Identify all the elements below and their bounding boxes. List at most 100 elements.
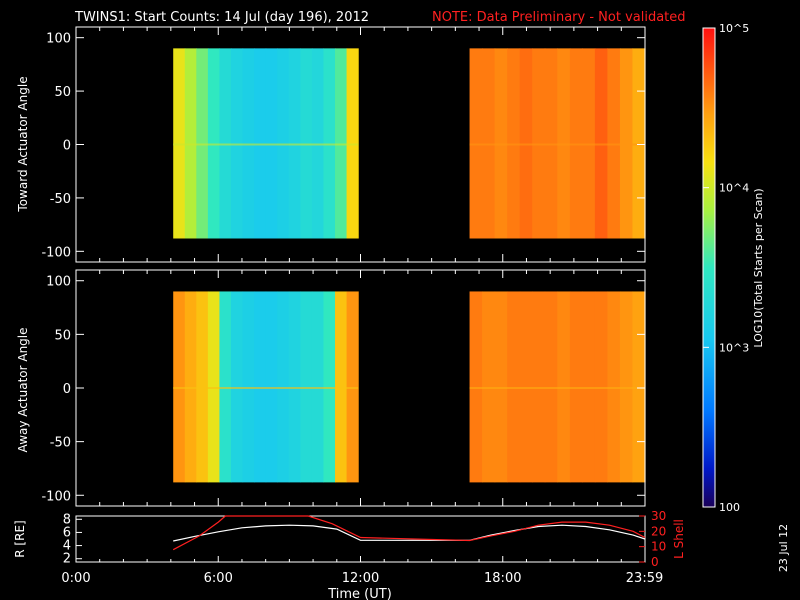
- heatmap-cell: [312, 48, 324, 238]
- heatmap-cell: [335, 48, 347, 238]
- heatmap-cell: [219, 48, 231, 238]
- heatmap-cell: [254, 291, 266, 482]
- heatmap-cell: [231, 48, 243, 238]
- l-shell-tick-label: 0: [651, 555, 659, 569]
- heatmap-cell: [507, 48, 520, 238]
- x-tick-label: 6:00: [204, 571, 233, 586]
- x-tick-label: 18:00: [484, 571, 521, 586]
- l-shell-tick-label: 10: [651, 540, 666, 554]
- heatmap-cell: [620, 291, 633, 482]
- heatmap-cell: [545, 291, 558, 482]
- colorbar: 10^5 10^4 10^3 100 LOG10(Total Starts per S…: [703, 22, 765, 514]
- heatmap-cell: [607, 291, 620, 482]
- heatmap-cell: [208, 48, 220, 238]
- radius-axis-label: R [RE]: [13, 520, 27, 557]
- colorbar-tick-label: 100: [719, 501, 740, 514]
- heatmap-cell: [532, 48, 545, 238]
- heatmap-cell: [532, 291, 545, 482]
- heatmap-cell: [196, 48, 208, 238]
- heatmap-cell: [185, 291, 197, 482]
- x-tick-label: 23:59: [626, 571, 663, 586]
- heatmap-cell: [300, 48, 312, 238]
- heatmap-cell: [495, 48, 508, 238]
- toward-y-axis-label: Toward Actuator Angle: [16, 76, 30, 212]
- heatmap-cell: [266, 48, 278, 238]
- heatmap-cell: [323, 291, 335, 482]
- heatmap-cell: [347, 48, 359, 238]
- heatmap-cell: [277, 48, 289, 238]
- r-tick-label: 8: [63, 512, 71, 527]
- heatmap-cell: [243, 48, 255, 238]
- heatmap-cell: [570, 291, 583, 482]
- heatmap-cell: [243, 291, 255, 482]
- r-tick-label: 2: [63, 552, 71, 567]
- l-shell-tick-label: 20: [651, 524, 666, 538]
- y-tick-label: 0: [63, 382, 71, 397]
- y-tick-label: -100: [41, 489, 71, 504]
- x-axis-label: Time (UT): [327, 587, 392, 600]
- colorbar-tick-label: 10^5: [719, 22, 749, 35]
- r-tick-label: 6: [63, 525, 71, 540]
- heatmap-cell: [607, 48, 620, 238]
- heatmap-cell: [347, 291, 359, 482]
- heatmap-cell: [300, 291, 312, 482]
- r-tick-label: 4: [63, 539, 71, 554]
- heatmap-cell: [520, 48, 533, 238]
- y-tick-label: -50: [50, 436, 71, 451]
- heatmap-cell: [482, 48, 495, 238]
- heatmap-cell: [266, 291, 278, 482]
- y-tick-label: -100: [41, 245, 71, 260]
- heatmap-cell: [173, 291, 185, 482]
- heatmap-cell: [582, 291, 595, 482]
- heatmap-cell: [196, 291, 208, 482]
- heatmap-cell: [470, 291, 483, 482]
- y-tick-label: 50: [54, 328, 71, 343]
- colorbar-gradient: [703, 28, 715, 507]
- l-shell-line: [173, 516, 645, 550]
- toward-panel: 100 50 0 -50 -100 Toward Actuator Angle: [16, 27, 646, 262]
- heatmap-cell: [557, 291, 570, 482]
- l-shell-axis-label: L Shell: [672, 519, 686, 559]
- heatmap-cell: [173, 48, 185, 238]
- x-tick-label: 12:00: [342, 571, 379, 586]
- heatmap-cell: [557, 48, 570, 238]
- heatmap-cell: [335, 291, 347, 482]
- y-tick-label: 0: [63, 139, 71, 154]
- heatmap-cell: [520, 291, 533, 482]
- heatmap-cell: [231, 291, 243, 482]
- x-tick-label: 0:00: [61, 571, 90, 586]
- heatmap-cell: [219, 291, 231, 482]
- heatmap-cell: [632, 291, 645, 482]
- preliminary-note: NOTE: Data Preliminary - Not validated: [432, 10, 686, 25]
- heatmap-cell: [632, 48, 645, 238]
- heatmap-cell: [582, 48, 595, 238]
- away-y-axis-label: Away Actuator Angle: [16, 327, 30, 452]
- heatmap-cell: [507, 291, 520, 482]
- heatmap-cell: [545, 48, 558, 238]
- heatmap-cell: [495, 291, 508, 482]
- heatmap-cell: [595, 291, 608, 482]
- heatmap-cell: [482, 291, 495, 482]
- heatmap-cell: [185, 48, 197, 238]
- heatmap-cell: [277, 291, 289, 482]
- y-tick-label: 100: [46, 32, 71, 47]
- colorbar-tick-label: 10^3: [719, 341, 749, 354]
- chart-title: TWINS1: Start Counts: 14 Jul (day 196), …: [74, 10, 369, 25]
- heatmap-cell: [595, 48, 608, 238]
- heatmap-cell: [289, 291, 301, 482]
- y-tick-label: -50: [50, 192, 71, 207]
- heatmap-cell: [312, 291, 324, 482]
- heatmap-cell: [470, 48, 483, 238]
- away-panel: 100 50 0 -50 -100 Away Actuator Angle: [16, 270, 646, 506]
- heatmap-cell: [323, 48, 335, 238]
- y-tick-label: 100: [46, 275, 71, 290]
- y-tick-label: 50: [54, 85, 71, 100]
- heatmap-cell: [208, 291, 220, 482]
- heatmap-cell: [289, 48, 301, 238]
- colorbar-tick-label: 10^4: [719, 182, 749, 195]
- colorbar-label: LOG10(Total Starts per Scan): [752, 188, 765, 347]
- heatmap-cell: [570, 48, 583, 238]
- l-shell-tick-label: 30: [651, 509, 666, 523]
